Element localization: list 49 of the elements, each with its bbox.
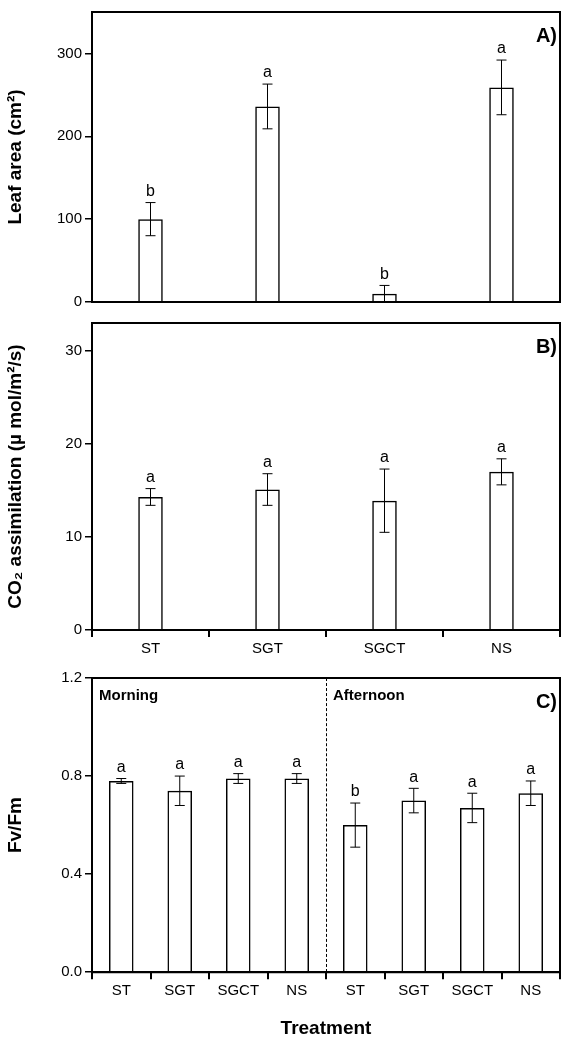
data-label: b [380,264,390,282]
y-tick-label: 0.0 [61,962,82,980]
data-label: a [292,753,302,771]
data-label: a [263,453,273,471]
y-tick-label: 30 [65,341,82,359]
data-label: a [409,767,419,785]
data-label: a [116,757,126,775]
y-tick-label: 300 [56,43,82,61]
x-tick-label: ST [140,639,161,657]
y-tick-label: 0 [73,620,82,638]
y-tick-label: 10 [65,527,82,545]
data-label: a [146,468,156,485]
x-axis-title: Treatment [280,1016,373,1038]
text: A) [535,23,557,46]
x-tick-label: NS [286,981,308,999]
data-label: b [146,181,156,199]
text: B) [535,334,557,357]
y-axis-title: Leaf area (cm²) [3,89,25,225]
x-tick-label: SGT [252,639,283,657]
x-tick-label: SGT [398,981,430,999]
x-tick-label: NS [491,639,512,657]
x-tick-label: SGCT [217,981,260,999]
data-label: a [233,753,243,771]
y-tick-label: 1.2 [61,668,82,686]
y-tick-label: 200 [56,126,82,144]
y-axis-title: CO₂ assimilation (µ mol/m²/s) [3,344,25,609]
y-tick-label: 0 [73,292,82,310]
y-axis-title: Fv/Fm [3,797,25,854]
y-tick-label: 100 [56,209,82,227]
data-label: a [497,438,507,456]
data-label: a [263,63,273,81]
annotation: Morning [99,685,159,703]
x-tick-label: SGCT [363,639,406,657]
x-tick-label: SGT [164,981,196,999]
y-tick-label: 0.4 [61,864,82,882]
data-label: b [350,782,360,800]
data-label: a [175,755,185,773]
x-tick-label: SGCT [451,981,494,999]
data-label: a [380,448,390,466]
y-tick-label: 20 [65,434,82,452]
annotation: Afternoon [333,685,405,703]
data-label: a [497,39,507,57]
data-label: a [526,760,536,778]
x-tick-label: ST [345,981,365,999]
y-tick-label: 0.8 [61,766,82,784]
x-tick-label: ST [111,981,131,999]
x-tick-label: NS [520,981,542,999]
data-label: a [467,772,477,790]
text: C) [535,689,557,712]
